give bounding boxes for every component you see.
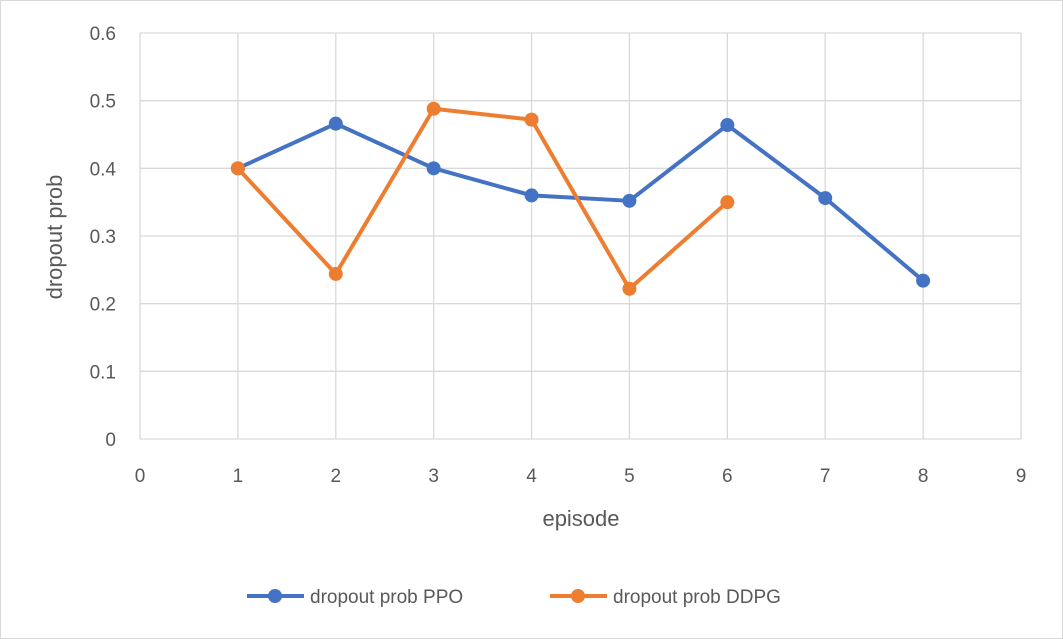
data-point-series-0 [818,191,833,206]
y-tick-label: 0.5 [90,92,116,113]
data-point-series-1 [720,195,735,210]
series-line-1 [235,106,730,291]
data-point-series-0 [720,118,735,133]
data-point-series-1 [230,161,245,176]
x-tick-label: 3 [428,466,439,487]
x-tick-label: 7 [820,466,831,487]
y-tick-label: 0 [105,430,116,451]
data-point-series-0 [622,193,637,208]
legend-marker-ddpg [571,589,585,603]
x-tick-label: 4 [526,466,537,487]
data-point-series-1 [622,281,637,296]
data-point-series-0 [916,273,931,288]
x-tick-label: 6 [722,466,733,487]
x-axis-title: episode [542,506,619,531]
x-tick-label: 0 [135,466,146,487]
data-point-series-0 [426,161,441,176]
y-tick-label: 0.3 [90,227,116,248]
x-tick-label: 2 [330,466,341,487]
y-tick-label: 0.1 [90,362,116,383]
y-tick-label: 0.4 [90,159,117,180]
y-tick-label: 0.2 [90,295,116,316]
x-tick-labels: 0 1 2 3 4 5 6 7 8 9 [135,466,1027,487]
y-axis-title: dropout prob [42,175,67,300]
x-tick-label: 1 [233,466,244,487]
legend: dropout prob PPO dropout prob DDPG [247,587,781,608]
y-tick-label: 0.6 [90,24,116,45]
data-point-series-0 [328,116,343,131]
plot-series [230,101,931,296]
legend-marker-ppo [268,589,282,603]
legend-label-ppo: dropout prob PPO [310,587,463,608]
data-point-series-1 [328,266,343,281]
y-tick-labels: 0 0.1 0.2 0.3 0.4 0.5 0.6 [90,24,117,451]
x-tick-label: 9 [1016,466,1027,487]
legend-label-ddpg: dropout prob DDPG [613,587,781,608]
gridlines [139,32,1022,440]
x-tick-label: 8 [918,466,929,487]
series-line-0 [235,121,926,283]
data-point-series-0 [524,188,539,203]
data-point-series-1 [426,101,441,116]
data-point-series-1 [524,112,539,127]
x-tick-label: 5 [624,466,635,487]
